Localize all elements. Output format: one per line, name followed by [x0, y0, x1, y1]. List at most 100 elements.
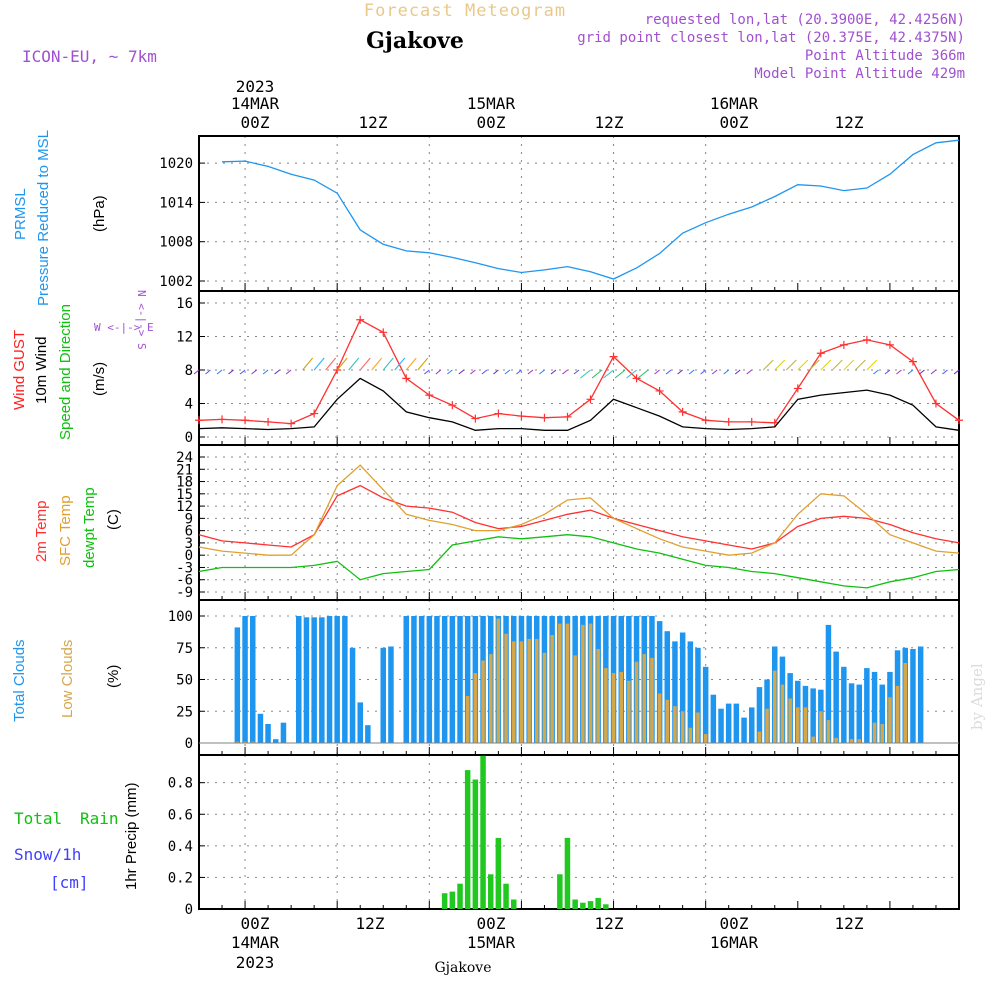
- bar-precip: [495, 837, 502, 909]
- y-tick-label: 0.8: [168, 776, 193, 792]
- gust-marker: [885, 340, 894, 349]
- gust-marker: [793, 384, 802, 393]
- wind-direction-arrow: [723, 369, 730, 375]
- wind-direction-arrow: [580, 369, 591, 379]
- bar-total-clouds: [695, 647, 701, 744]
- wind-direction-arrow: [665, 369, 672, 375]
- wind-direction-arrow: [435, 369, 442, 375]
- bar-precip: [457, 883, 463, 909]
- y-tick-label: 0: [185, 902, 193, 918]
- footer-label: Gjakove: [435, 960, 492, 976]
- gust-marker: [494, 409, 503, 418]
- bar-total-clouds: [319, 617, 325, 743]
- wind-direction-arrow: [359, 357, 371, 371]
- bar-total-clouds: [434, 616, 440, 743]
- temp-label-3: dewpt Temp: [81, 487, 98, 568]
- temp-unit: (C): [105, 509, 122, 530]
- bar-low-clouds: [849, 739, 854, 743]
- bar-low-clouds: [588, 623, 593, 743]
- bar-low-clouds: [535, 638, 539, 743]
- series-line-prmsl: [221, 139, 960, 280]
- gust-marker: [448, 401, 457, 410]
- wind-direction-arrow: [762, 359, 774, 371]
- bar-total-clouds: [864, 668, 870, 743]
- wind-direction-arrow: [423, 369, 430, 375]
- gust-marker: [839, 340, 848, 349]
- bar-low-clouds: [558, 623, 562, 743]
- bar-precip: [480, 755, 486, 909]
- info-line-4: Model Point Altitude 429m: [754, 66, 965, 82]
- wind-direction-arrow: [688, 369, 695, 375]
- wind-direction-arrow: [785, 359, 797, 371]
- bar-low-clouds: [596, 649, 600, 743]
- bar-low-clouds: [604, 668, 608, 743]
- pressure-unit: (hPa): [91, 195, 108, 232]
- panel-frame: [198, 754, 960, 910]
- bar-total-clouds: [917, 646, 924, 743]
- wind-direction-arrow: [637, 369, 649, 379]
- precip-label-cm: [cm]: [50, 873, 89, 892]
- gust-marker: [632, 374, 641, 383]
- bar-total-clouds: [349, 647, 356, 744]
- bottom-hour-4: 00Z: [720, 914, 749, 933]
- bar-low-clouds: [765, 708, 769, 743]
- wind-direction-arrow: [820, 359, 832, 371]
- series-line-10m-wind: [198, 377, 960, 431]
- precip-unit: 1hr Precip (mm): [123, 782, 140, 890]
- wind-direction-arrow: [942, 369, 948, 375]
- top-hour-1: 12Z: [359, 113, 388, 132]
- info-line-3: Point Altitude 366m: [805, 48, 965, 64]
- bar-total-clouds: [848, 683, 855, 743]
- wind-direction-arrow: [193, 369, 200, 375]
- bar-total-clouds: [342, 616, 348, 743]
- bar-low-clouds: [796, 707, 800, 743]
- wind-direction-arrow: [831, 359, 843, 371]
- bar-total-clouds: [741, 717, 747, 743]
- bottom-date-15mar: 15MAR: [467, 933, 516, 952]
- gust-marker: [310, 409, 319, 418]
- wind-direction-arrow: [228, 369, 234, 375]
- bar-total-clouds: [856, 684, 862, 743]
- top-date-16mar: 16MAR: [710, 94, 759, 113]
- wind-compass: W <-|-> E: [94, 321, 154, 334]
- gust-marker: [264, 417, 273, 426]
- y-tick-label: -3: [176, 560, 193, 576]
- wind-direction-arrow: [417, 357, 429, 371]
- y-tick-label: 3: [185, 536, 193, 552]
- wind-direction-arrow: [843, 359, 855, 371]
- wind-direction-arrow: [873, 369, 879, 375]
- bar-low-clouds: [504, 633, 508, 743]
- bar-total-clouds: [303, 617, 310, 743]
- gust-marker: [955, 416, 963, 425]
- top-hour-5: 12Z: [835, 113, 864, 132]
- bar-total-clouds: [273, 739, 279, 743]
- bar-low-clouds: [857, 739, 861, 743]
- y-tick-label: 8: [185, 363, 193, 379]
- bar-low-clouds: [243, 741, 247, 743]
- watermark: by Angel: [968, 663, 986, 730]
- bar-low-clouds: [680, 711, 685, 744]
- temp-labels: 2m Temp SFC Temp dewpt Temp (C): [33, 487, 122, 568]
- bar-low-clouds: [642, 654, 646, 743]
- y-tick-label: 0.4: [168, 839, 193, 855]
- bar-precip: [511, 899, 517, 909]
- y-tick-label: 0: [185, 548, 193, 564]
- bar-total-clouds: [718, 708, 724, 743]
- bar-low-clouds: [489, 654, 493, 743]
- bar-total-clouds: [702, 666, 709, 743]
- y-tick-label: 1020: [159, 156, 193, 172]
- wind-direction-arrow: [746, 369, 753, 375]
- bar-low-clouds: [527, 638, 531, 743]
- wind-direction-arrow: [262, 369, 269, 375]
- pressure-labels: PRMSL Pressure Reduced to MSL (hPa): [12, 130, 108, 306]
- bar-total-clouds: [664, 631, 670, 743]
- bar-low-clouds: [819, 711, 823, 744]
- cloud-unit: (%): [105, 665, 122, 688]
- bar-total-clouds: [810, 688, 816, 743]
- wind-direction-arrow: [907, 369, 914, 375]
- wind-direction-arrow: [614, 369, 626, 379]
- cloud-labels: Total Clouds Low Clouds (%): [11, 639, 122, 722]
- wind-direction-arrow: [527, 369, 534, 375]
- y-tick-label: -9: [176, 585, 193, 601]
- y-tick-label: 18: [176, 475, 193, 491]
